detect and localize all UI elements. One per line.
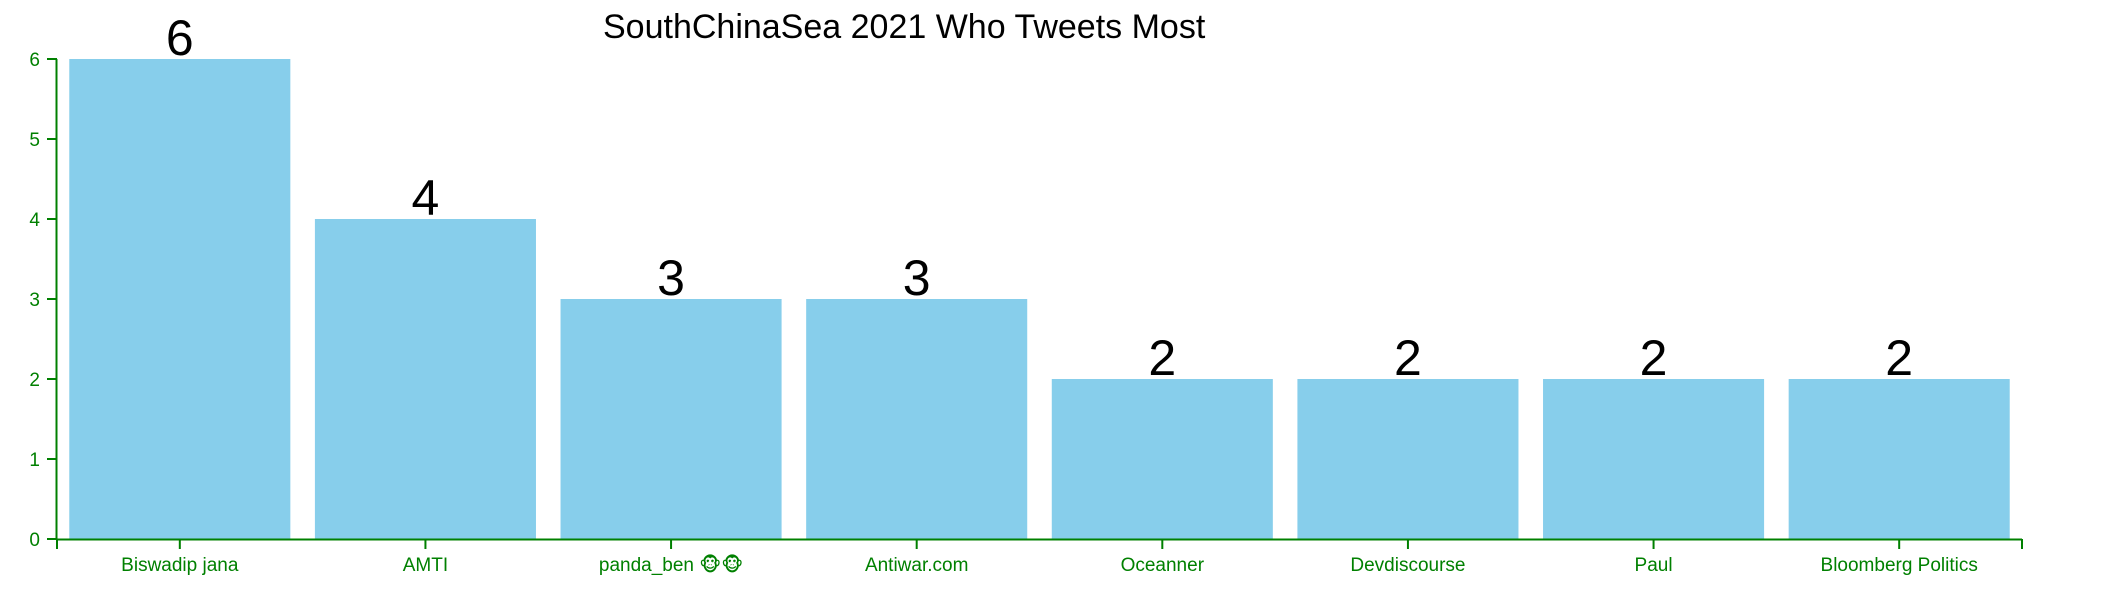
- bar-value-label-7: 2: [1885, 330, 1913, 386]
- y-tick-label-1: 1: [29, 450, 40, 471]
- y-tick-label-4: 4: [29, 210, 40, 231]
- bar-value-label-3: 3: [903, 250, 931, 306]
- x-tick-label-0: Biswadip jana: [121, 555, 239, 576]
- y-tick-label-3: 3: [29, 290, 40, 311]
- bar-value-label-6: 2: [1640, 330, 1668, 386]
- bar-value-label-1: 4: [412, 170, 440, 226]
- x-tick-label-1: AMTI: [403, 555, 448, 576]
- bar-7: [1788, 379, 2010, 539]
- bar-1: [314, 219, 536, 539]
- x-tick-label-2: panda_ben 🐵🐵: [599, 554, 743, 576]
- bar-value-label-5: 2: [1394, 330, 1422, 386]
- bar-value-label-2: 3: [657, 250, 685, 306]
- y-tick-label-5: 5: [29, 130, 40, 151]
- bar-5: [1297, 379, 1519, 539]
- x-tick-label-6: Paul: [1635, 555, 1673, 576]
- bar-6: [1543, 379, 1765, 539]
- value-labels-group: 6 4 3 3 2 2 2 2: [166, 10, 1913, 386]
- bar-4: [1051, 379, 1273, 539]
- y-tick-label-2: 2: [29, 370, 40, 391]
- bars-group: [69, 59, 2010, 539]
- x-tick-label-7: Bloomberg Politics: [1821, 555, 1978, 576]
- bar-value-label-0: 6: [166, 10, 194, 66]
- y-axis: 0 1 2 3 4 5 6: [29, 50, 58, 551]
- chart-title: SouthChinaSea 2021 Who Tweets Most: [603, 8, 1206, 46]
- y-tick-label-6: 6: [29, 50, 40, 71]
- bar-3: [806, 299, 1028, 539]
- x-tick-label-4: Oceanner: [1121, 555, 1205, 576]
- bar-value-label-4: 2: [1148, 330, 1176, 386]
- bar-2: [560, 299, 782, 539]
- x-tick-label-5: Devdiscourse: [1350, 555, 1465, 576]
- y-tick-label-0: 0: [29, 530, 40, 551]
- x-axis: Biswadip jana AMTI panda_ben 🐵🐵 Antiwar.com…: [56, 538, 2023, 576]
- x-tick-label-3: Antiwar.com: [865, 555, 968, 576]
- bar-0: [69, 59, 291, 539]
